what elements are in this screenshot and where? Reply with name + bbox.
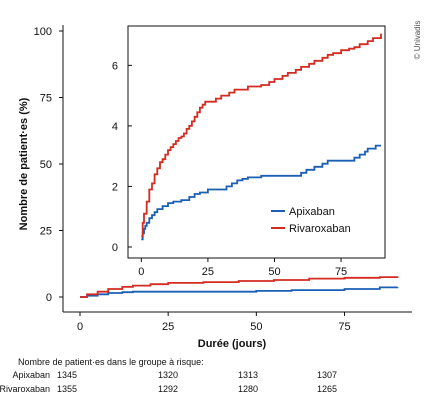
inset-series <box>141 33 382 241</box>
risk-cell: 1280 <box>238 384 259 394</box>
main-y-tick-label: 100 <box>34 26 52 38</box>
inset-series-line-apixaban <box>141 144 381 241</box>
inset-x-tick-label: 0 <box>138 266 144 278</box>
inset-y-tick-label: 0 <box>112 242 118 254</box>
risk-row-label: Rivaroxaban <box>0 384 50 394</box>
inset-x-tick-label: 25 <box>202 266 214 278</box>
main-x-tick-label: 75 <box>338 321 350 333</box>
inset-y-tick-label: 6 <box>112 60 118 72</box>
main-series-line-rivaroxaban <box>80 276 399 298</box>
inset-y-tick-label: 4 <box>112 121 118 133</box>
risk-row-label: Apixaban <box>12 370 50 380</box>
inset-x-tick-label: 75 <box>335 266 347 278</box>
legend-label-rivaroxaban: Rivaroxaban <box>289 223 351 235</box>
main-y-tick-label: 25 <box>40 226 52 238</box>
main-x-tick-label: 25 <box>162 321 174 333</box>
x-axis-label: Durée (jours) <box>198 338 267 350</box>
main-series <box>80 276 399 298</box>
risk-table-title: Nombre de patient·es dans le groupe à ri… <box>18 357 204 367</box>
risk-cell: 1313 <box>238 370 259 380</box>
inset-axes: 0 2 4 6 0 25 50 75 <box>112 60 347 278</box>
main-x-tick-label: 0 <box>77 321 83 333</box>
inset-series-line-rivaroxaban <box>141 33 382 238</box>
legend-label-apixaban: Apixaban <box>289 206 335 218</box>
inset-y-tick-label: 2 <box>112 181 118 193</box>
copyright-text: © Univadis <box>413 21 422 60</box>
main-y-tick-label: 75 <box>40 93 52 105</box>
main-x-tick-label: 50 <box>250 321 262 333</box>
risk-cell: 1307 <box>317 370 338 380</box>
inset-panel <box>127 25 386 259</box>
main-series-line-apixaban <box>80 286 399 298</box>
y-axis-label: Nombre de patient·es (%) <box>18 97 30 230</box>
inset-x-tick-label: 50 <box>268 266 280 278</box>
risk-cell: 1320 <box>158 370 179 380</box>
risk-cell: 1355 <box>57 384 78 394</box>
main-y-tick-label: 0 <box>46 292 52 304</box>
main-y-tick-label: 50 <box>40 159 52 171</box>
risk-cell: 1265 <box>317 384 338 394</box>
risk-cell: 1345 <box>57 370 78 380</box>
risk-cell: 1292 <box>158 384 179 394</box>
main-axes: 0 25 50 75 100 0 25 50 75 <box>34 25 412 333</box>
legend: Apixaban Rivaroxaban <box>271 206 351 235</box>
